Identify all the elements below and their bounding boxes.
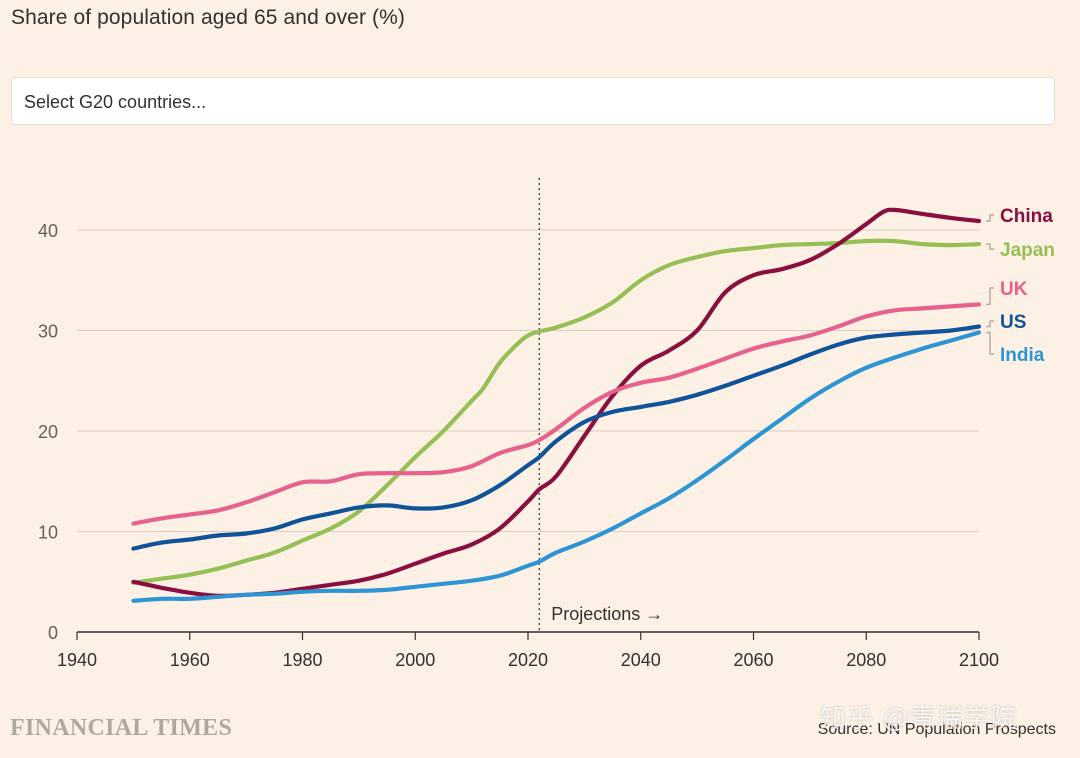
series-label-us: US	[1000, 312, 1026, 333]
x-tick-label: 2020	[508, 650, 548, 670]
country-select-placeholder: Select G20 countries...	[24, 92, 207, 112]
series-line-india	[131, 330, 982, 603]
x-tick-label: 2100	[959, 650, 999, 670]
source-note: Source: UN Population Prospects	[817, 721, 1056, 738]
x-tick-label: 1960	[170, 650, 210, 670]
series-line-china	[131, 207, 982, 598]
label-leader	[986, 214, 994, 222]
country-select[interactable]: Select G20 countries...	[11, 77, 1055, 125]
x-tick-label: 2060	[733, 650, 773, 670]
label-leader	[986, 331, 994, 355]
label-leader	[986, 287, 994, 306]
series-line-japan	[131, 238, 982, 585]
series-line-uk	[131, 302, 982, 526]
x-tick-label: 1980	[282, 650, 322, 670]
x-tick-label: 1940	[57, 650, 97, 670]
series-label-china: China	[1000, 206, 1053, 227]
y-tick-label: 0	[48, 623, 58, 643]
x-tick-label: 2000	[395, 650, 435, 670]
x-tick-label: 2040	[621, 650, 661, 670]
line-chart: 0 10 20 30 40 1940 1960 1980 2000 2020 2040 2060 208…	[38, 178, 1055, 670]
y-tick-label: 10	[38, 523, 58, 543]
financial-times-logo: FINANCIAL TIMES	[10, 715, 233, 741]
chart-title: Share of population aged 65 and over (%)	[11, 6, 405, 29]
x-tick-label: 2080	[846, 650, 886, 670]
label-leader	[986, 243, 994, 250]
label-leader	[986, 320, 994, 328]
projections-label: Projections →	[551, 604, 663, 624]
series-label-japan: Japan	[1000, 240, 1055, 261]
watermark: 知乎 @青瑞学院	[820, 703, 1018, 733]
series-label-uk: UK	[1000, 279, 1028, 300]
y-tick-label: 40	[38, 221, 58, 241]
series-line-us	[131, 324, 982, 551]
y-tick-label: 30	[38, 322, 58, 342]
y-tick-label: 20	[38, 422, 58, 442]
series-label-india: India	[1000, 345, 1045, 366]
